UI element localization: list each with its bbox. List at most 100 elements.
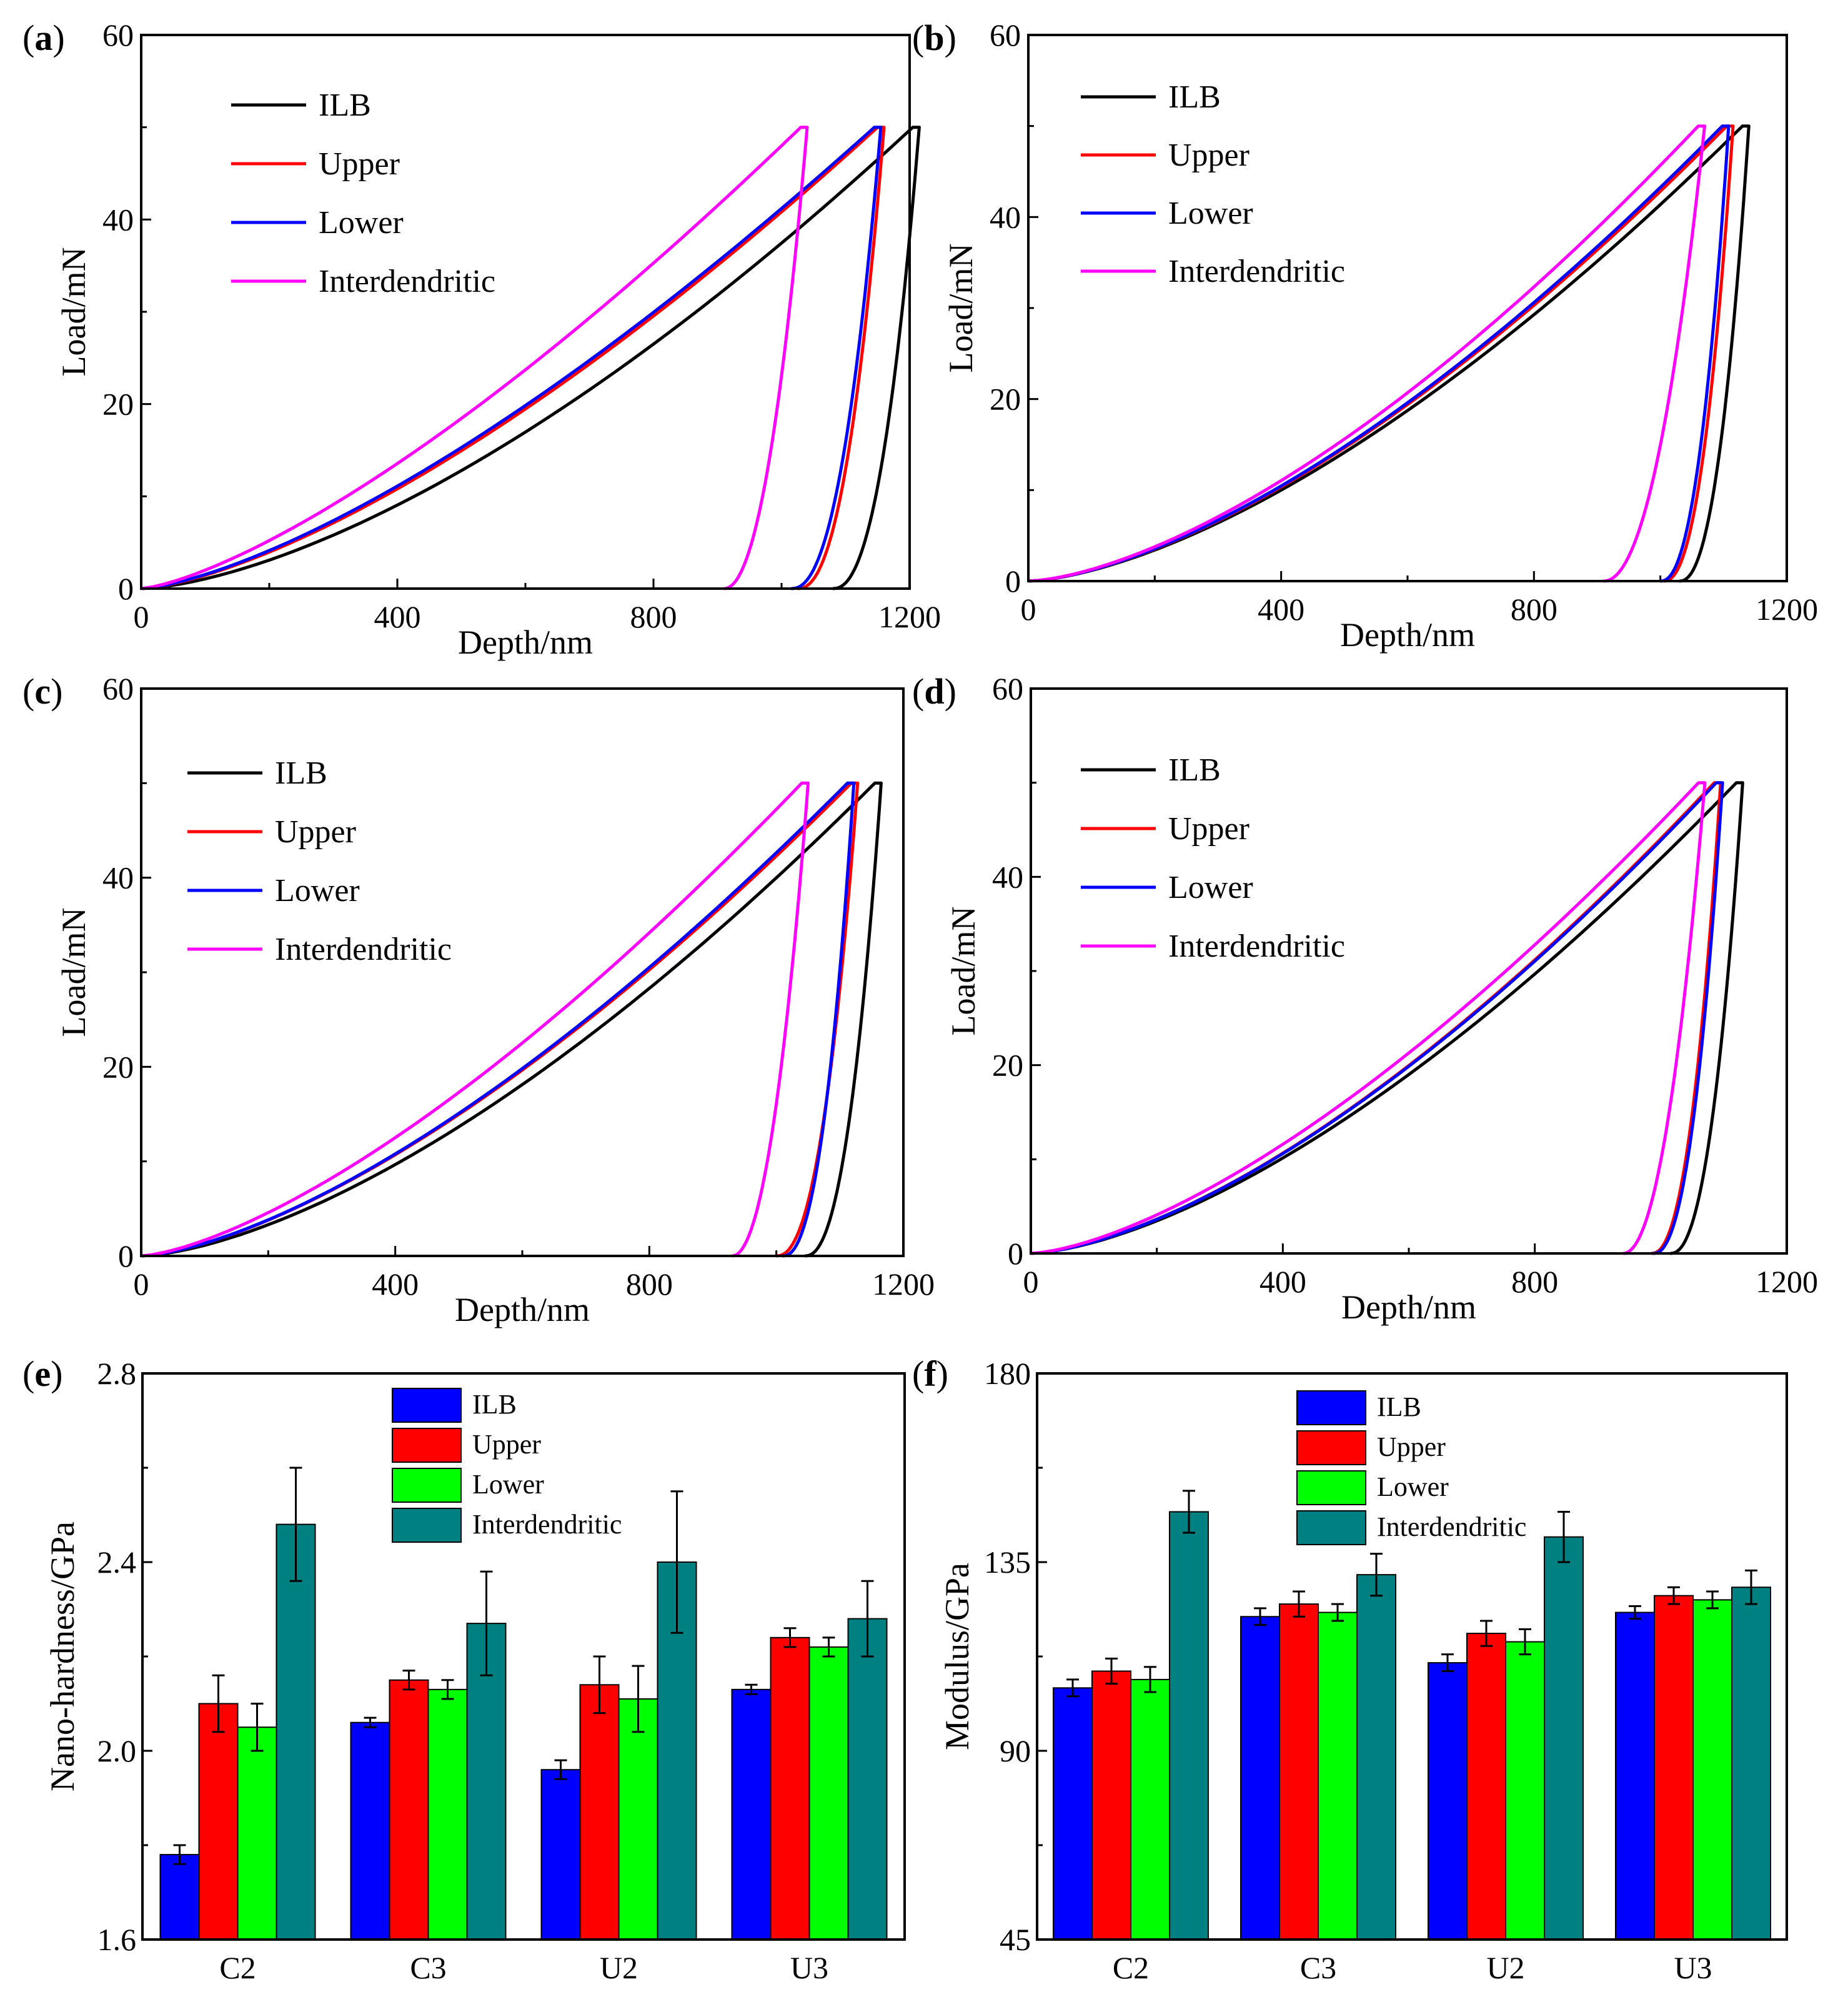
bar-interdendritic: [1356, 1574, 1396, 1940]
y-tick-label: 60: [990, 17, 1021, 52]
y-tick-label: 20: [102, 1049, 134, 1084]
y-tick-label: 90: [1000, 1733, 1031, 1768]
bar-upper: [1279, 1603, 1319, 1940]
x-tick-label: 800: [630, 599, 677, 634]
y-tick-label: 40: [102, 202, 134, 237]
legend-label: Interdendritic: [319, 264, 495, 299]
x-tick-label: 800: [1511, 592, 1557, 627]
plot-frame: [1036, 1372, 1788, 1941]
x-axis-label: Depth/nm: [1341, 1288, 1476, 1326]
bar-ilb: [1615, 1611, 1655, 1941]
series-line-interdendritic: [141, 126, 809, 590]
series-line-ilb: [1028, 124, 1751, 583]
x-tick-label: C2: [1113, 1950, 1149, 1985]
plot-frame: [141, 1372, 906, 1941]
chart-panel-e: 1.6 2.0 2.4 2.8 Nano-hardness/GPa C2 C3 U2 U3 ILB…: [22, 1353, 906, 1985]
legend-label: ILB: [319, 87, 371, 123]
x-axis-label: Depth/nm: [455, 1291, 590, 1328]
bar-lower: [808, 1646, 849, 1940]
y-tick-label: 1.6: [97, 1922, 137, 1957]
legend-label: ILB: [1168, 752, 1221, 788]
y-tick-label: 45: [1000, 1922, 1031, 1957]
bar-ilb: [731, 1688, 772, 1941]
y-tick-label: 0: [118, 571, 134, 606]
legend-label: Upper: [472, 1429, 541, 1460]
x-tick-label: 400: [1258, 592, 1304, 627]
chart-panel-c: 0 400 800 1200 0 20 40 60 Depth/nm Load/mN ILB Uppe…: [22, 671, 935, 1328]
y-axis-label: Nano-hardness/GPa: [44, 1521, 81, 1791]
x-tick-label: C2: [219, 1950, 256, 1985]
legend-label: Upper: [1377, 1432, 1446, 1462]
bar-interdendritic: [276, 1523, 316, 1941]
x-tick-label: 1200: [878, 599, 941, 634]
bar-lower: [1318, 1611, 1358, 1941]
y-tick-label: 2.0: [97, 1733, 137, 1768]
series-line-lower: [1028, 124, 1731, 583]
panel-label: (f): [912, 1353, 948, 1394]
y-tick-label: 40: [102, 860, 134, 895]
bar-lower: [237, 1726, 277, 1940]
x-tick-label: C3: [1300, 1950, 1336, 1985]
bar-ilb: [1428, 1662, 1468, 1940]
y-axis-label: Load/mN: [945, 907, 982, 1036]
x-tick-label: 1200: [872, 1267, 935, 1302]
bar-lower: [1692, 1599, 1732, 1940]
x-tick-label: 0: [134, 1267, 149, 1302]
legend-label: ILB: [1377, 1392, 1421, 1422]
y-axis-label: Load/mN: [55, 247, 92, 377]
y-tick-label: 40: [992, 859, 1023, 894]
x-tick-label: U3: [790, 1950, 828, 1985]
panel-label: (e): [22, 1353, 62, 1394]
y-tick-label: 2.8: [97, 1356, 137, 1391]
x-tick-label: 0: [134, 599, 149, 634]
series-line-upper: [141, 781, 860, 1258]
bar-ilb: [159, 1854, 200, 1941]
legend-label: Interdendritic: [472, 1509, 622, 1540]
bar-upper: [1091, 1670, 1131, 1940]
legend-swatch: [1296, 1390, 1366, 1425]
y-axis-label: Load/mN: [55, 908, 92, 1037]
legend-label: Interdendritic: [1168, 254, 1345, 289]
y-tick-label: 2.4: [97, 1545, 137, 1580]
legend-swatch: [392, 1388, 462, 1423]
legend-label: Interdendritic: [1168, 929, 1345, 964]
chart-panel-d: 0 400 800 1200 0 20 40 60 Depth/nm Load/mN ILB Uppe…: [912, 671, 1818, 1326]
x-axis-label: Depth/nm: [1340, 616, 1475, 654]
y-tick-label: 0: [118, 1238, 134, 1273]
series-line-lower: [141, 126, 883, 590]
legend-label: Interdendritic: [275, 932, 452, 967]
legend-swatch: [392, 1468, 462, 1503]
bar-interdendritic: [1169, 1511, 1209, 1940]
legend-swatch: [1296, 1470, 1366, 1505]
series-line-upper: [141, 126, 886, 590]
legend-label: ILB: [472, 1389, 517, 1420]
x-tick-label: 1200: [1756, 592, 1818, 627]
x-tick-label: 800: [1511, 1264, 1558, 1299]
bar-interdendritic: [1544, 1536, 1584, 1941]
legend-label: ILB: [275, 755, 327, 791]
panel-label: (b): [912, 17, 956, 58]
series-line-lower: [141, 781, 856, 1258]
bar-upper: [579, 1684, 620, 1941]
series-line-upper: [1028, 124, 1735, 583]
y-axis-label: Modulus/GPa: [938, 1563, 976, 1750]
x-tick-label: 400: [1259, 1264, 1306, 1299]
legend-swatch: [392, 1508, 462, 1543]
y-tick-label: 180: [984, 1356, 1031, 1391]
y-tick-label: 20: [992, 1048, 1023, 1083]
plot-frame: [1030, 687, 1788, 1255]
panel-label: (a): [22, 17, 65, 58]
bar-ilb: [1053, 1687, 1093, 1940]
chart-panel-a: 0 400 800 1200 0 20 40 60 Depth/nm Load/mN ILB Uppe…: [22, 17, 941, 661]
x-tick-label: U2: [1486, 1950, 1524, 1985]
bar-lower: [618, 1698, 658, 1940]
bar-interdendritic: [1731, 1586, 1771, 1940]
plot-frame: [140, 34, 911, 590]
legend-label: Lower: [275, 873, 360, 909]
x-tick-label: 400: [374, 599, 421, 634]
bar-upper: [1654, 1595, 1694, 1941]
x-tick-label: 0: [1021, 592, 1036, 627]
bar-upper: [770, 1636, 810, 1941]
legend-label: Upper: [275, 814, 356, 850]
x-tick-label: U2: [600, 1950, 638, 1985]
